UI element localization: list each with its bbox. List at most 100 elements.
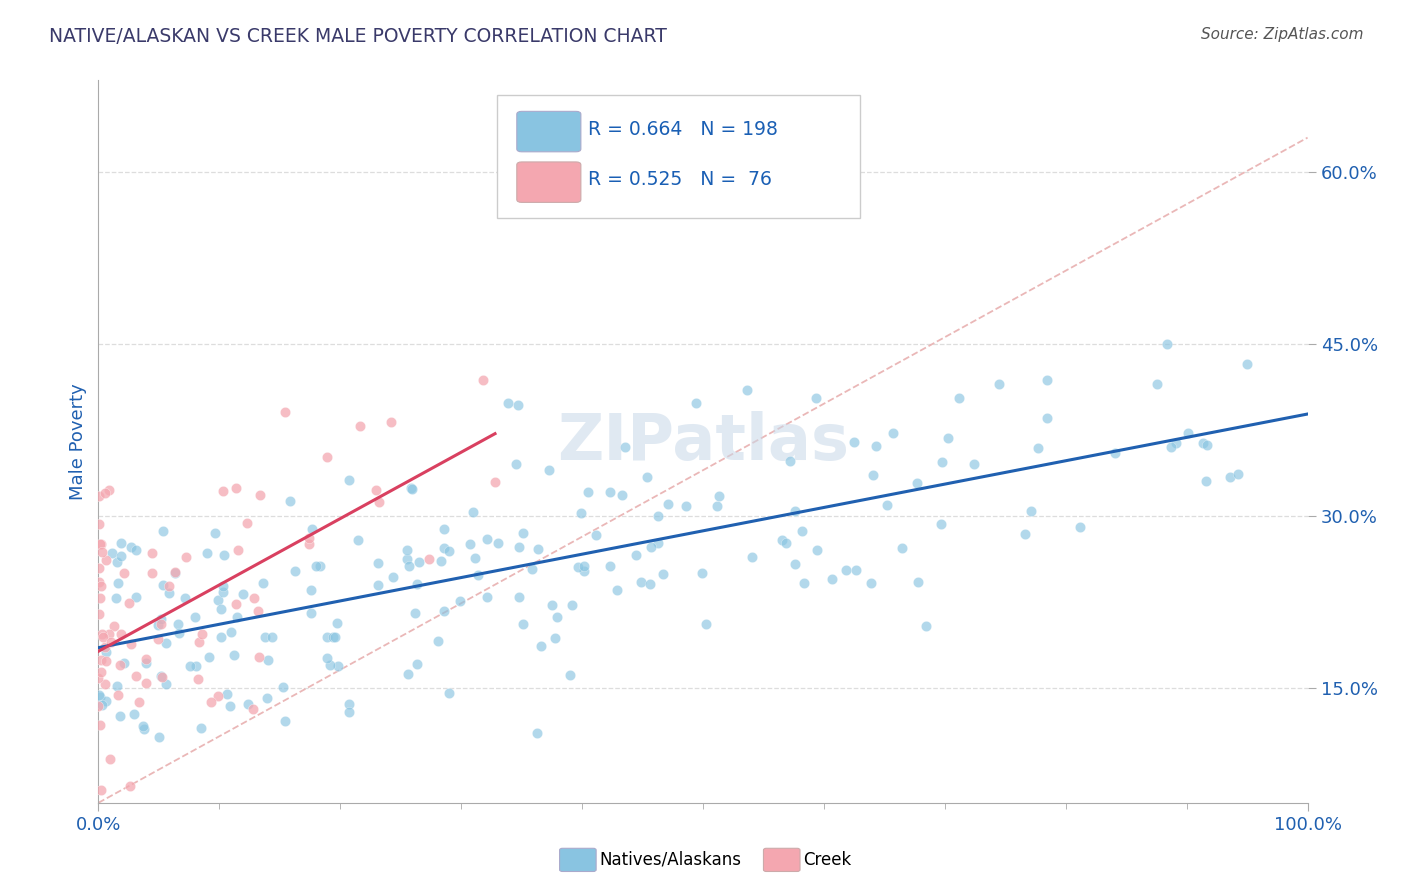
Point (236, 697, 259, 711)
Point (125, 669, 148, 683)
Point (657, 497, 679, 511)
Point (187, 673, 209, 687)
Point (149, 617, 172, 632)
Point (90, 782, 112, 797)
Point (152, 524, 174, 538)
Point (91, 545, 114, 559)
Point (475, 533, 498, 547)
Point (560, 668, 582, 682)
Point (316, 651, 339, 665)
Point (146, 632, 169, 646)
Point (89, 689, 111, 703)
Point (541, 598, 564, 612)
Point (637, 470, 659, 484)
Point (195, 545, 218, 559)
Point (107, 688, 129, 702)
Point (103, 618, 125, 632)
Point (211, 579, 233, 593)
Point (520, 562, 543, 576)
Point (135, 675, 157, 690)
Point (475, 590, 498, 604)
Point (347, 533, 370, 547)
Point (567, 560, 589, 574)
Point (337, 473, 360, 487)
Point (876, 498, 898, 512)
Point (226, 609, 249, 624)
Point (929, 517, 952, 532)
Point (1026, 441, 1049, 455)
Point (212, 549, 235, 563)
Point (367, 556, 389, 570)
Point (97, 483, 120, 497)
Point (94, 677, 117, 691)
Point (891, 541, 914, 555)
Point (105, 555, 128, 569)
Point (398, 558, 420, 573)
Point (273, 405, 295, 419)
Point (87, 807, 110, 822)
Point (406, 577, 429, 591)
Point (87, 517, 110, 532)
Point (464, 551, 486, 566)
Point (572, 564, 595, 578)
Point (931, 455, 953, 469)
Point (207, 690, 229, 704)
Point (695, 616, 717, 631)
Point (120, 636, 142, 650)
Point (526, 726, 548, 740)
Point (100, 635, 122, 649)
Point (211, 484, 233, 499)
Point (561, 598, 583, 612)
Point (512, 617, 534, 632)
Point (845, 563, 868, 577)
Point (690, 566, 713, 581)
Point (1019, 503, 1042, 517)
Point (249, 488, 271, 502)
Point (322, 630, 344, 644)
Point (835, 563, 858, 577)
Point (461, 505, 484, 519)
Point (157, 586, 180, 600)
Point (404, 606, 426, 620)
Point (107, 576, 129, 591)
Point (624, 549, 647, 563)
Point (569, 506, 592, 520)
Point (118, 596, 141, 610)
Point (1192, 436, 1215, 450)
Point (914, 619, 936, 633)
Point (433, 604, 456, 618)
Point (257, 653, 280, 667)
Point (585, 528, 607, 542)
Point (612, 488, 634, 502)
Point (150, 670, 173, 684)
Point (232, 587, 254, 601)
Point (209, 630, 232, 644)
Point (1236, 357, 1258, 371)
Point (537, 463, 560, 477)
Point (1156, 337, 1178, 351)
Point (527, 541, 550, 556)
Point (987, 377, 1010, 392)
Point (190, 721, 212, 735)
Point (89, 537, 111, 551)
Point (1036, 373, 1059, 387)
Point (426, 634, 449, 648)
Point (163, 566, 186, 580)
Point (606, 583, 628, 598)
Point (94, 486, 117, 500)
FancyBboxPatch shape (498, 95, 860, 218)
Point (91, 630, 114, 644)
Point (98, 807, 121, 822)
Point (284, 564, 307, 578)
Point (963, 457, 986, 471)
Point (675, 499, 697, 513)
Point (120, 540, 142, 554)
Point (882, 426, 904, 441)
Point (218, 698, 240, 713)
Point (484, 475, 506, 489)
Point (155, 676, 177, 690)
Point (152, 578, 174, 592)
Point (783, 558, 806, 572)
Point (110, 536, 132, 550)
Point (793, 576, 815, 591)
